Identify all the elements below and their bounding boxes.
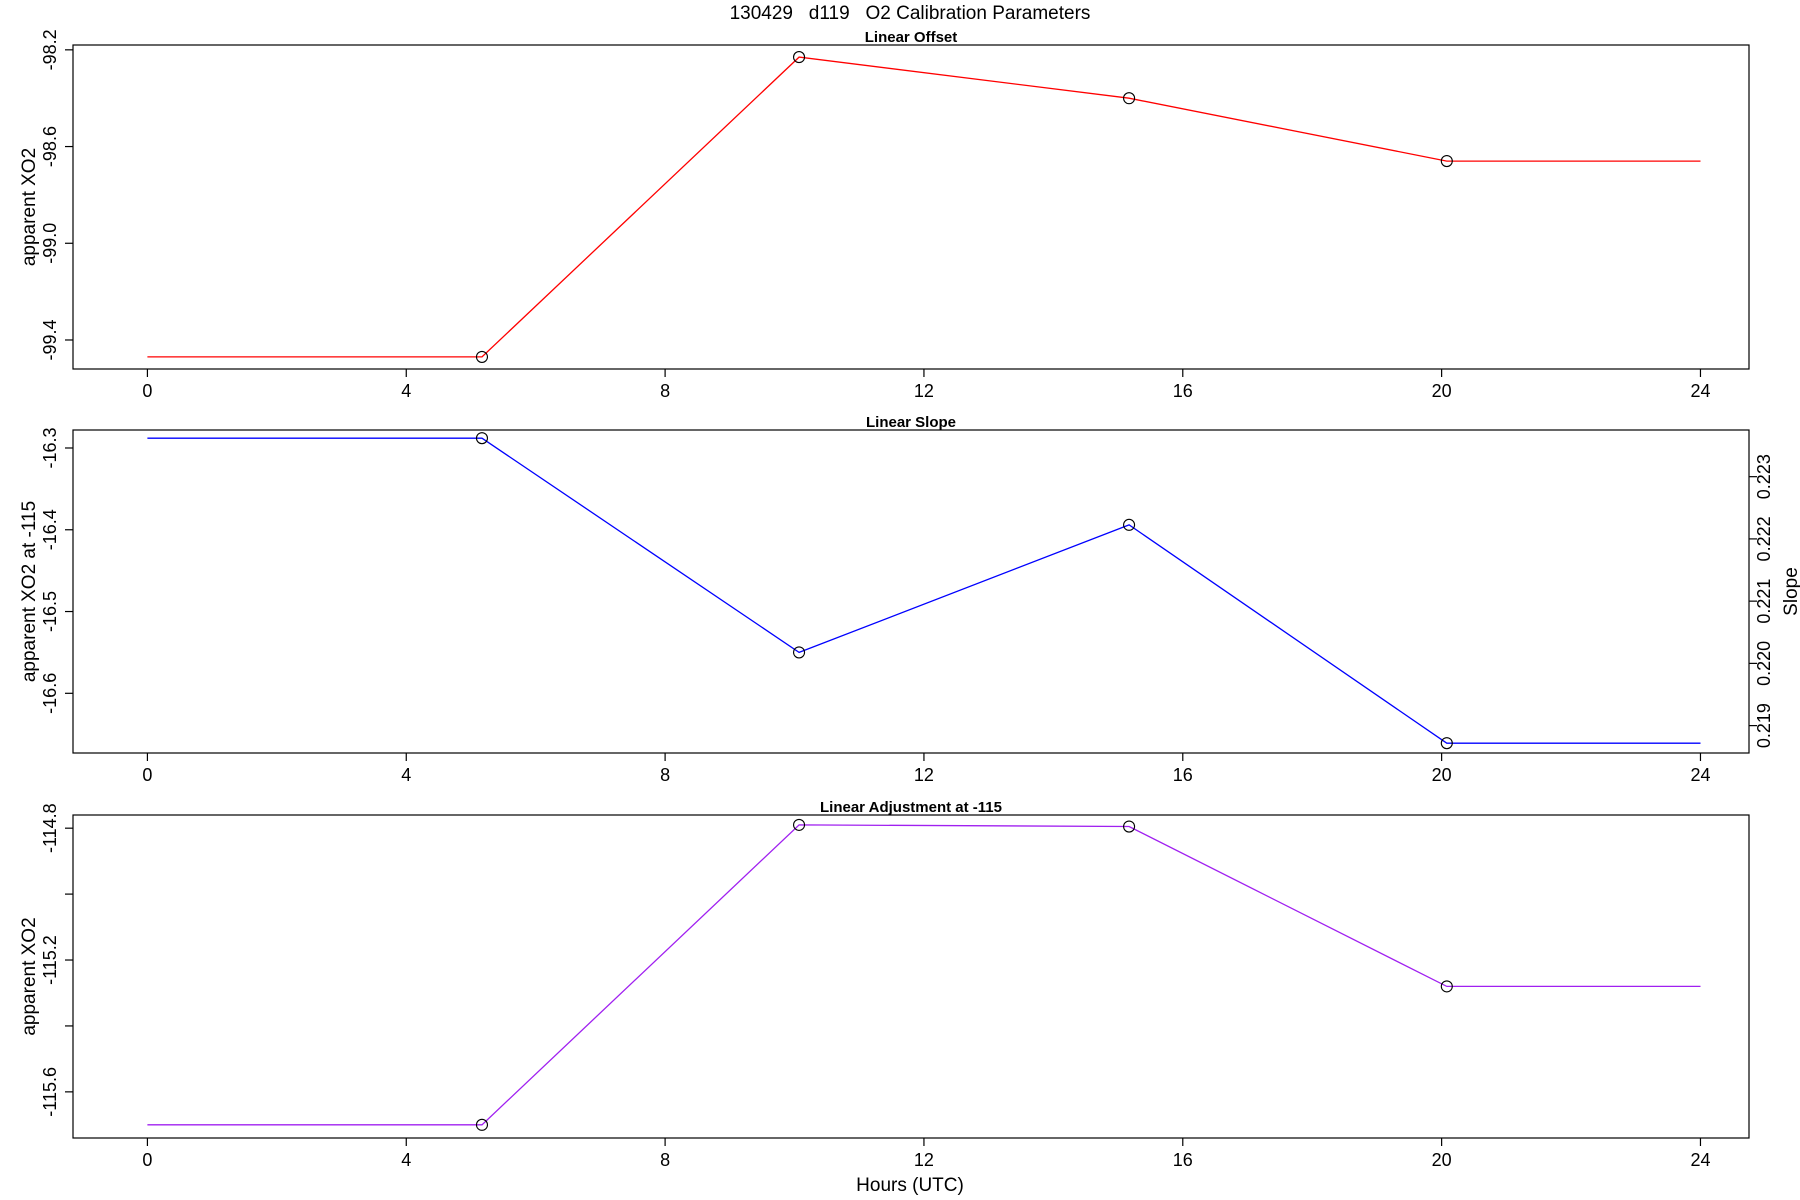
x-axis-label: Hours (UTC) bbox=[856, 1175, 964, 1196]
linear-offset-x-tick-label: 0 bbox=[142, 381, 152, 401]
linear-adjustment-title: Linear Adjustment at -115 bbox=[820, 799, 1002, 816]
linear-offset-data-point bbox=[1440, 155, 1453, 168]
linear-offset-x-tick-label: 16 bbox=[1173, 381, 1193, 401]
linear-slope-y-axis-label: apparent XO2 at -115 bbox=[19, 501, 40, 682]
linear-slope-right-y-tick-label: 0.223 bbox=[1754, 454, 1774, 499]
linear-adjustment-x-tick-label: 16 bbox=[1173, 1150, 1193, 1170]
linear-slope-plot-frame bbox=[72, 429, 1750, 754]
linear-adjustment-x-tick-label: 20 bbox=[1432, 1150, 1452, 1170]
linear-slope-x-tick-label: 4 bbox=[401, 765, 411, 785]
linear-offset-data-point bbox=[1123, 92, 1136, 105]
linear-adjustment-plot-frame bbox=[72, 814, 1750, 1139]
linear-offset-y-tick-label: -98.6 bbox=[40, 126, 60, 167]
linear-offset-data-point bbox=[793, 51, 806, 64]
linear-slope-panel: Linear Slope 0 4 8 12 16 20 24 -16.6 -16.5 -16.4 -1… bbox=[19, 414, 1800, 785]
linear-offset-x-tick-label: 24 bbox=[1690, 381, 1710, 401]
linear-offset-x-tick-label: 12 bbox=[914, 381, 934, 401]
linear-offset-y-tick-label: -98.2 bbox=[40, 29, 60, 70]
linear-adjustment-x-tick-label: 4 bbox=[401, 1150, 411, 1170]
linear-adjustment-data-point bbox=[475, 1118, 489, 1131]
linear-offset-x-tick-label: 20 bbox=[1432, 381, 1452, 401]
linear-slope-right-y-tick-label: 0.221 bbox=[1754, 579, 1774, 624]
linear-slope-y-tick-label: -16.3 bbox=[40, 427, 60, 468]
linear-offset-series-line bbox=[147, 56, 1701, 358]
linear-slope-right-y-tick-label: 0.219 bbox=[1754, 703, 1774, 748]
linear-adjustment-x-tick-label: 12 bbox=[914, 1150, 934, 1170]
linear-slope-x-tick-label: 24 bbox=[1690, 765, 1710, 785]
linear-slope-series-line bbox=[147, 437, 1701, 744]
linear-adjustment-x-tick-label: 0 bbox=[142, 1150, 152, 1170]
linear-slope-right-y-tick-label: 0.222 bbox=[1754, 516, 1774, 561]
linear-slope-y-tick-label: -16.4 bbox=[40, 509, 60, 550]
linear-slope-x-tick-label: 20 bbox=[1432, 765, 1452, 785]
linear-adjustment-y-tick-label: -115.6 bbox=[40, 1067, 60, 1117]
linear-slope-x-tick-label: 16 bbox=[1173, 765, 1193, 785]
linear-slope-data-point bbox=[793, 646, 806, 659]
linear-offset-plot-frame bbox=[72, 44, 1750, 370]
linear-offset-y-tick-label: -99.0 bbox=[40, 223, 60, 264]
linear-adjustment-data-point bbox=[1123, 820, 1136, 833]
linear-adjustment-panel: Linear Adjustment at -115 0 4 8 12 16 20 24 -115… bbox=[19, 799, 1750, 1170]
linear-adjustment-series-line bbox=[147, 824, 1701, 1126]
linear-slope-y-tick-label: -16.6 bbox=[40, 673, 60, 714]
linear-slope-x-tick-label: 0 bbox=[142, 765, 152, 785]
linear-slope-x-tick-label: 8 bbox=[660, 765, 670, 785]
linear-offset-title: Linear Offset bbox=[865, 29, 958, 46]
linear-adjustment-data-point bbox=[793, 818, 806, 831]
figure-title: 130429 d119 O2 Calibration Parameters bbox=[730, 3, 1091, 24]
linear-adjustment-x-tick-label: 8 bbox=[660, 1150, 670, 1170]
linear-offset-data-point bbox=[475, 350, 489, 363]
linear-offset-y-tick-label: -99.4 bbox=[40, 319, 60, 360]
linear-slope-y-tick-label: -16.5 bbox=[40, 591, 60, 632]
linear-adjustment-y-tick-label: -115.2 bbox=[40, 935, 60, 985]
linear-adjustment-y-axis-label: apparent XO2 bbox=[19, 917, 40, 1035]
linear-offset-panel: Linear Offset 0 4 8 12 16 20 24 -99.4 -99.0 -98.6 -… bbox=[19, 29, 1750, 401]
linear-slope-right-y-tick-label: 0.220 bbox=[1754, 641, 1774, 686]
linear-adjustment-data-point bbox=[1440, 980, 1453, 993]
linear-slope-title: Linear Slope bbox=[866, 414, 956, 431]
linear-offset-x-tick-label: 4 bbox=[401, 381, 411, 401]
linear-adjustment-x-tick-label: 24 bbox=[1690, 1150, 1710, 1170]
linear-slope-right-y-axis-label: Slope bbox=[1781, 567, 1800, 616]
linear-slope-data-point bbox=[475, 432, 489, 445]
linear-offset-x-tick-label: 8 bbox=[660, 381, 670, 401]
linear-slope-x-tick-label: 12 bbox=[914, 765, 934, 785]
linear-adjustment-y-tick-label: -114.8 bbox=[40, 803, 60, 853]
linear-offset-y-axis-label: apparent XO2 bbox=[19, 148, 40, 266]
linear-slope-data-point bbox=[1440, 737, 1453, 750]
linear-slope-data-point bbox=[1123, 518, 1136, 531]
